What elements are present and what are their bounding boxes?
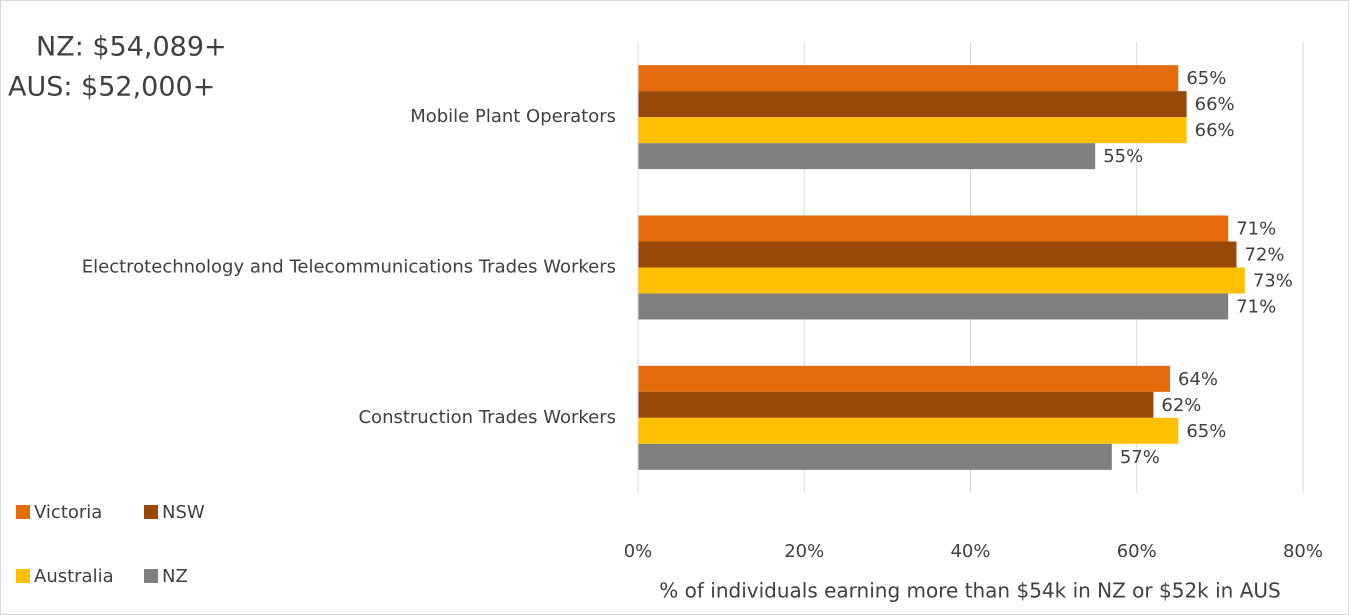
bar	[638, 391, 1154, 418]
data-label: 55%	[1103, 146, 1143, 167]
data-label: 57%	[1120, 447, 1160, 468]
x-tick-label: 0%	[624, 541, 653, 562]
bar	[638, 91, 1187, 118]
legend-label: Australia	[34, 566, 114, 587]
legend-swatch	[16, 505, 30, 519]
legend-label: Victoria	[34, 502, 102, 523]
data-label: 66%	[1195, 120, 1235, 141]
x-tick-label: 60%	[1117, 541, 1157, 562]
data-label: 71%	[1236, 297, 1276, 318]
data-label: 73%	[1253, 271, 1293, 292]
bar	[638, 143, 1096, 170]
data-label: 72%	[1245, 245, 1285, 266]
x-tick-label: 20%	[784, 541, 824, 562]
bar	[638, 215, 1229, 242]
bar	[638, 293, 1229, 320]
bar	[638, 417, 1179, 444]
y-tick-label: Construction Trades Workers	[358, 407, 616, 428]
x-tick-label: 40%	[950, 541, 990, 562]
annotation: NZ: $54,089+	[36, 32, 227, 63]
bar	[638, 117, 1187, 144]
x-tick-label: 80%	[1283, 541, 1323, 562]
legend-swatch	[144, 569, 158, 583]
bar	[638, 65, 1179, 92]
data-label: 62%	[1161, 395, 1201, 416]
x-axis-title: % of individuals earning more than $54k …	[659, 579, 1280, 603]
y-tick-label: Electrotechnology and Telecommunications…	[82, 257, 616, 278]
legend-swatch	[144, 505, 158, 519]
annotation: AUS: $52,000+	[8, 72, 215, 103]
legend-label: NSW	[162, 502, 205, 523]
bar	[638, 267, 1245, 294]
data-label: 65%	[1186, 421, 1226, 442]
legend-label: NZ	[162, 566, 188, 587]
data-label: 64%	[1178, 369, 1218, 390]
bar	[638, 443, 1112, 470]
data-label: 71%	[1236, 219, 1276, 240]
data-label: 65%	[1186, 68, 1226, 89]
bar	[638, 365, 1170, 392]
bar	[638, 241, 1237, 268]
y-tick-label: Mobile Plant Operators	[410, 106, 616, 127]
legend-swatch	[16, 569, 30, 583]
data-label: 66%	[1195, 94, 1235, 115]
